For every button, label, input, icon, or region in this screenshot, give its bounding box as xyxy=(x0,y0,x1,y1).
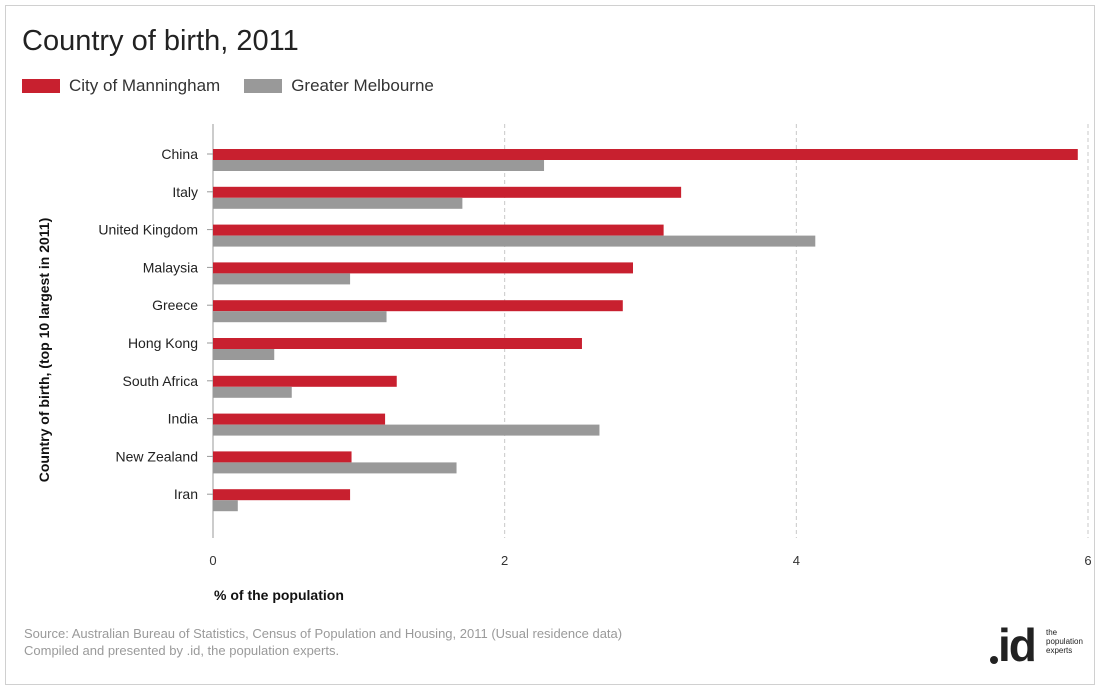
legend-swatch-manningham xyxy=(22,79,60,93)
bar-manningham xyxy=(213,489,351,501)
y-tick-label: New Zealand xyxy=(116,448,199,464)
legend: City of Manningham Greater Melbourne xyxy=(22,76,458,96)
y-tick-label: Greece xyxy=(152,297,198,313)
x-tick-label-4: 4 xyxy=(793,553,800,568)
y-tick-label: United Kingdom xyxy=(98,222,198,238)
legend-label-melbourne: Greater Melbourne xyxy=(291,76,434,95)
logo-dot-icon xyxy=(990,656,998,664)
y-tick-label: South Africa xyxy=(123,373,199,389)
chart-title: Country of birth, 2011 xyxy=(22,25,299,57)
bar-melbourne xyxy=(213,235,816,247)
source-note: Source: Australian Bureau of Statistics,… xyxy=(24,625,622,659)
bar-manningham xyxy=(213,300,623,312)
bar-manningham xyxy=(213,186,682,198)
y-tick-label: India xyxy=(168,411,199,427)
logo-mark: id xyxy=(998,619,1037,671)
bar-manningham xyxy=(213,149,1078,160)
bar-manningham xyxy=(213,413,386,425)
y-tick-label: Malaysia xyxy=(143,259,198,275)
id-logo: id the population experts xyxy=(986,619,1096,674)
legend-item-manningham: City of Manningham xyxy=(22,76,220,96)
legend-label-manningham: City of Manningham xyxy=(69,76,221,95)
bar-melbourne xyxy=(213,311,387,323)
bar-manningham xyxy=(213,375,397,387)
bar-melbourne xyxy=(213,160,545,171)
y-tick-label: Iran xyxy=(174,486,198,502)
y-tick-label: China xyxy=(161,146,198,162)
bar-melbourne xyxy=(213,424,600,436)
x-tick-label-2: 2 xyxy=(501,553,508,568)
x-axis-label: % of the population xyxy=(214,587,344,603)
bar-manningham xyxy=(213,262,633,274)
bar-manningham xyxy=(213,338,582,349)
bar-melbourne xyxy=(213,500,238,512)
bar-melbourne xyxy=(213,349,275,360)
y-tick-label: Hong Kong xyxy=(128,335,198,351)
bar-melbourne xyxy=(213,462,457,474)
y-tick-label: Italy xyxy=(172,184,198,200)
bar-manningham xyxy=(213,451,352,463)
source-line-1: Source: Australian Bureau of Statistics,… xyxy=(24,626,623,641)
source-line-2: Compiled and presented by .id, the popul… xyxy=(24,643,340,658)
bar-manningham xyxy=(213,224,664,236)
logo-tagline: the population experts xyxy=(1046,628,1083,655)
bar-melbourne xyxy=(213,197,463,209)
x-tick-label-6: 6 xyxy=(1084,553,1091,568)
legend-item-melbourne: Greater Melbourne xyxy=(244,76,434,96)
bar-melbourne xyxy=(213,386,292,398)
bar-melbourne xyxy=(213,273,351,285)
x-tick-label-0: 0 xyxy=(209,553,216,568)
legend-swatch-melbourne xyxy=(244,79,283,93)
